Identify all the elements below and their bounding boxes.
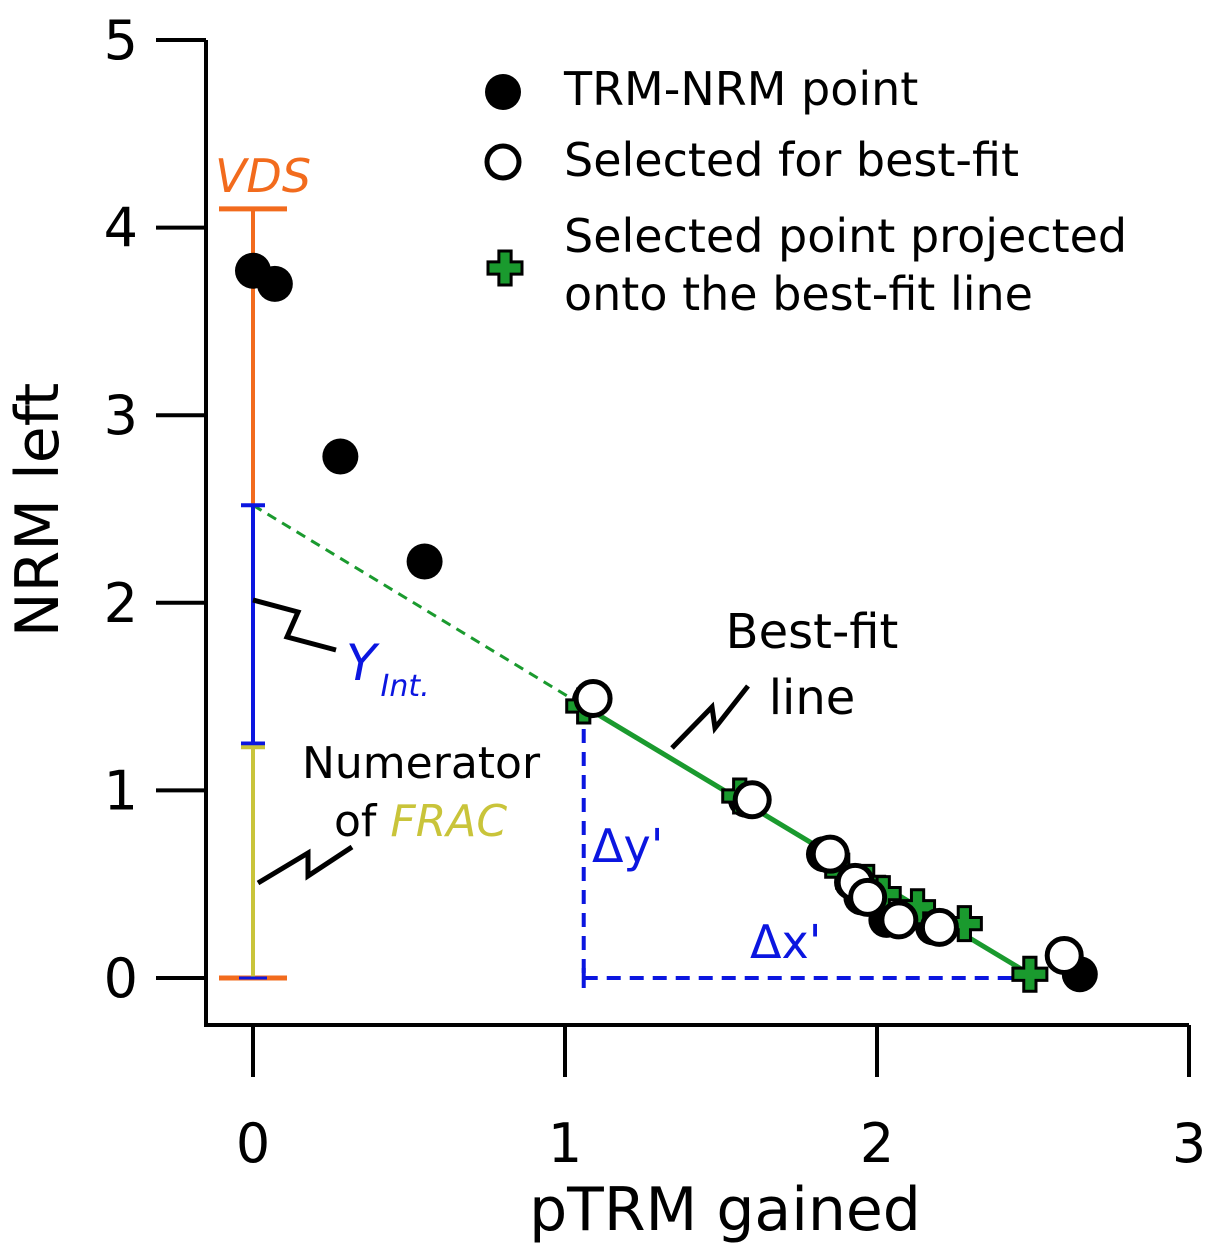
y-intercept-label: Y Int.: [346, 634, 430, 704]
legend-label-projected-line2: onto the best-fit line: [564, 267, 1033, 321]
y-tick-label: 5: [104, 9, 138, 72]
frac-label-line1: Numerator: [302, 738, 541, 789]
delta-y-label: Δy': [592, 819, 663, 873]
selected-point: [1044, 935, 1084, 975]
selected-point: [919, 907, 959, 947]
best-fit-label-line1: Best-fit: [726, 604, 899, 660]
legend-label-trm-nrm: TRM-NRM point: [563, 62, 918, 116]
x-tick-label: 0: [236, 1112, 270, 1175]
legend-plus-marker: [486, 249, 524, 287]
legend-label-selected: Selected for best-fit: [564, 133, 1019, 187]
selected-point: [879, 900, 919, 940]
x-axis-label: pTRM gained: [529, 1175, 921, 1245]
best-fit-label-line2: line: [769, 670, 856, 726]
delta-x-label: Δx': [750, 915, 821, 969]
x-tick-label: 2: [860, 1112, 894, 1175]
y-tick-label: 2: [104, 572, 138, 635]
selected-point: [810, 834, 850, 874]
trm-nrm-point: [406, 543, 443, 580]
frac-label-line2: of FRAC: [334, 796, 507, 847]
selected-point: [732, 780, 772, 820]
x-tick-label: 1: [548, 1112, 582, 1175]
y-axis-label: NRM left: [3, 383, 73, 638]
projected-point: [1011, 955, 1049, 993]
legend-label-projected-line1: Selected point projected: [564, 209, 1127, 263]
trm-nrm-point: [322, 438, 359, 475]
y-tick-label: 0: [104, 947, 138, 1010]
y-tick-label: 4: [104, 197, 138, 260]
best-fit-leader: [670, 684, 750, 750]
legend-filled-circle-marker: [485, 74, 521, 110]
x-tick-label: 3: [1172, 1112, 1206, 1175]
legend-open-circle-marker: [484, 143, 522, 181]
trm-nrm-point: [256, 265, 293, 302]
selected-point: [573, 678, 613, 718]
frac-leader: [256, 844, 354, 886]
y-tick-label: 1: [104, 759, 138, 822]
y-intercept-leader: [252, 597, 337, 653]
best-fit-extension-dashed: [252, 503, 585, 708]
y-tick-label: 3: [104, 384, 138, 447]
selected-point: [848, 877, 888, 917]
vds-label: VDS: [215, 149, 311, 203]
